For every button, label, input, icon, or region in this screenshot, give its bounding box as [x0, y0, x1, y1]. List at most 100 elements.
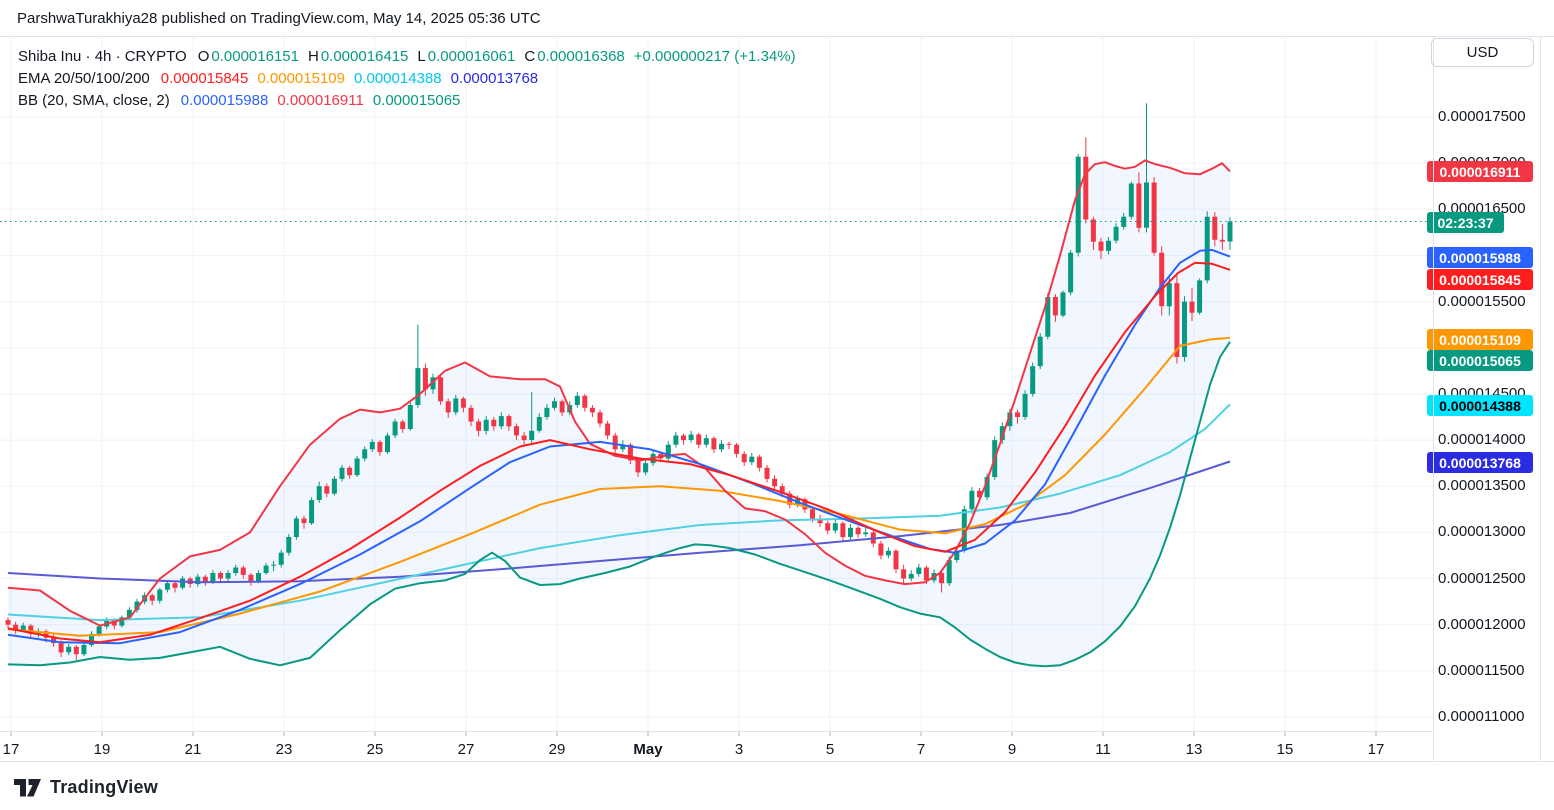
candle [422, 368, 428, 390]
right-edge-border [1540, 36, 1541, 762]
candle [521, 435, 527, 441]
candle [66, 646, 72, 653]
candle [377, 441, 383, 453]
candle [369, 441, 375, 450]
candle [529, 430, 535, 440]
legend-symbol-row-seg-9: +0.000000217 (+1.34%) [633, 48, 796, 65]
candle [438, 377, 444, 402]
price-axis-border [1433, 36, 1434, 762]
price-label: 0.000015500 [1438, 293, 1526, 310]
candle [779, 486, 785, 494]
candle [605, 423, 611, 436]
candle [893, 550, 899, 570]
candle [741, 453, 747, 463]
candle [134, 601, 140, 610]
tradingview-logo[interactable]: TradingView [14, 777, 158, 798]
candle [354, 458, 360, 476]
candle [923, 567, 929, 581]
legend-symbol-row-seg-6: 0.000016061 [427, 48, 516, 65]
candle [635, 460, 641, 473]
legend-bb-row: BB (20, SMA, close, 2) 0.000015988 0.00001… [18, 90, 805, 112]
candle [772, 478, 778, 487]
candle [544, 407, 550, 417]
price-label: 0.000013500 [1438, 477, 1526, 494]
price-label: 0.000012000 [1438, 616, 1526, 633]
candle [195, 576, 201, 585]
candle [878, 543, 884, 556]
candle [73, 646, 79, 655]
candle [111, 620, 117, 626]
time-label: 25 [366, 741, 384, 758]
legend-bb-row-seg-3: 0.000015065 [372, 92, 461, 109]
candle [89, 633, 94, 645]
ema200-value-badge: 0.000013768 [1427, 452, 1533, 473]
candle [58, 643, 64, 653]
candle [1189, 301, 1195, 313]
tradingview-logo-mark [14, 778, 41, 796]
bollinger-band-fill [8, 160, 1230, 667]
time-label: 23 [275, 741, 293, 758]
candle [385, 435, 390, 453]
candle [278, 552, 284, 565]
ema-200-line [7, 460, 1231, 584]
candle [665, 444, 671, 459]
candle [969, 490, 975, 510]
candle [293, 518, 299, 537]
candle [825, 523, 831, 531]
price-label: 0.000014000 [1438, 431, 1526, 448]
candle [719, 443, 724, 450]
candle [164, 583, 170, 590]
candle [984, 477, 990, 498]
candle [309, 500, 315, 524]
candle [999, 426, 1005, 440]
candle [20, 625, 26, 631]
legend-symbol-row-seg-7: C [524, 48, 536, 65]
legend-symbol-row-seg-3: H [307, 48, 319, 65]
candle [347, 467, 353, 476]
candle [734, 444, 740, 454]
candle [939, 573, 945, 584]
candle [681, 435, 686, 441]
time-label: 19 [93, 741, 111, 758]
candle [1045, 297, 1051, 337]
candle [225, 573, 231, 579]
time-label: 5 [825, 741, 835, 758]
ema20-value-badge: 0.000015845 [1427, 269, 1533, 290]
candle [400, 421, 406, 429]
candle [498, 416, 504, 427]
candle [324, 486, 330, 494]
bb-basis-line [7, 248, 1231, 645]
candle [1015, 412, 1020, 417]
candle [916, 567, 922, 574]
candle [233, 567, 239, 573]
tradingview-logo-text: TradingView [50, 777, 158, 797]
time-label: 7 [916, 741, 926, 758]
currency-toggle-button[interactable]: USD [1431, 38, 1534, 67]
candle [574, 395, 580, 405]
candle [149, 595, 155, 601]
legend-bb-row-seg-0: BB (20, SMA, close, 2) [18, 92, 170, 109]
bb-basis-value-badge: 0.000015988 [1427, 247, 1533, 268]
ema50-value-badge: 0.000015109 [1427, 329, 1533, 350]
footer-separator [0, 761, 1554, 762]
candle [256, 573, 261, 582]
candle [240, 567, 246, 575]
candle [1037, 336, 1043, 367]
candle [460, 398, 466, 408]
time-label: 3 [734, 741, 744, 758]
candle [1204, 216, 1210, 281]
candle [612, 435, 618, 450]
candle [688, 434, 694, 440]
legend-symbol-row-seg-2: 0.000016151 [211, 48, 299, 65]
candle [453, 398, 459, 413]
candle [627, 444, 633, 461]
candle [157, 589, 163, 601]
legend-symbol-row-seg-5: L [417, 48, 426, 65]
legend-ema-row-seg-4: 0.000013768 [450, 70, 539, 87]
candle [536, 417, 542, 431]
candle [726, 443, 732, 445]
candle [506, 416, 512, 427]
candle [908, 573, 914, 579]
candle [218, 573, 223, 579]
